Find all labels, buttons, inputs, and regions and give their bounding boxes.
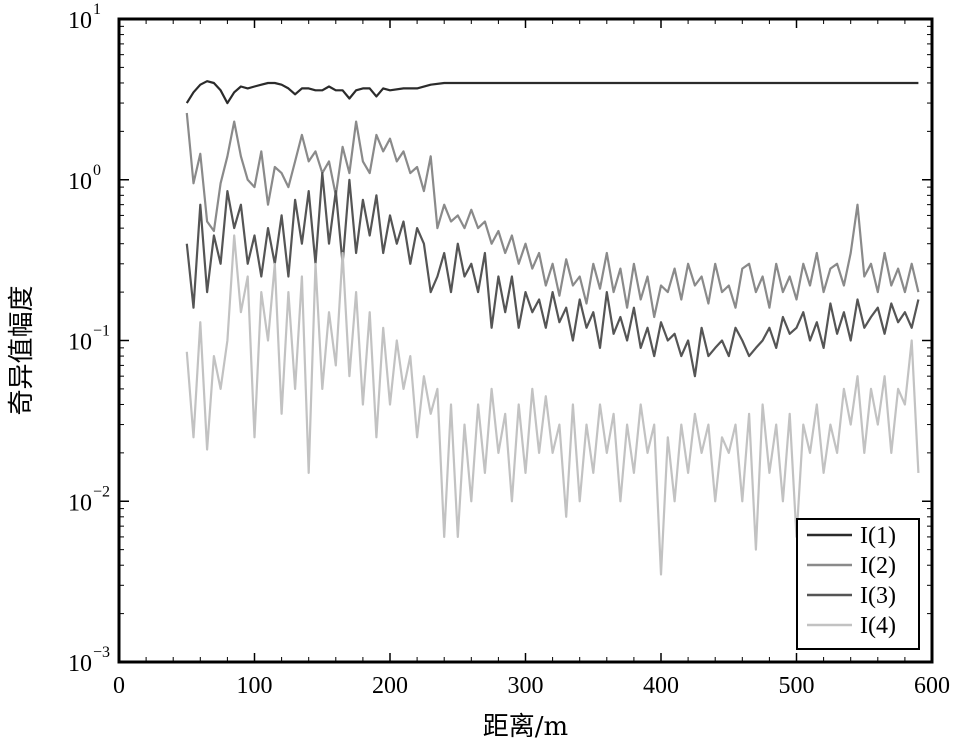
legend-label: I(3) [860, 583, 896, 609]
x-tick-label: 200 [372, 673, 408, 699]
y-tick-label: 10 [68, 169, 92, 195]
x-axis-title: 距离/m [483, 712, 568, 740]
y-tick-label: 10 [68, 651, 92, 677]
y-tick-label: 10 [68, 330, 92, 356]
y-tick-exponent: 0 [93, 162, 101, 179]
series-line-3 [185, 172, 920, 378]
legend-label: I(1) [860, 523, 896, 549]
y-tick-exponent: −3 [93, 644, 110, 661]
x-tick-label: 100 [237, 673, 273, 699]
y-tick-exponent: −2 [93, 483, 110, 500]
y-axis-title: 奇异值幅度 [7, 285, 37, 415]
x-tick-label: 500 [779, 673, 815, 699]
legend-label: I(2) [860, 553, 896, 579]
x-tick-label: 600 [914, 673, 950, 699]
series-line-2 [185, 112, 920, 319]
legend-label: I(4) [860, 613, 896, 639]
y-tick-exponent: 1 [93, 1, 101, 18]
x-tick-label: 400 [643, 673, 679, 699]
y-tick-label: 10 [68, 490, 92, 516]
legend: I(1) I(2) I(3) I(4) [796, 518, 920, 650]
legend-box [796, 518, 920, 650]
x-tick-label: 0 [113, 673, 125, 699]
y-tick-exponent: −1 [93, 323, 110, 340]
series-line-1 [185, 80, 919, 105]
series-layer [185, 80, 920, 576]
x-tick-label: 300 [508, 673, 544, 699]
y-tick-label: 10 [68, 8, 92, 34]
